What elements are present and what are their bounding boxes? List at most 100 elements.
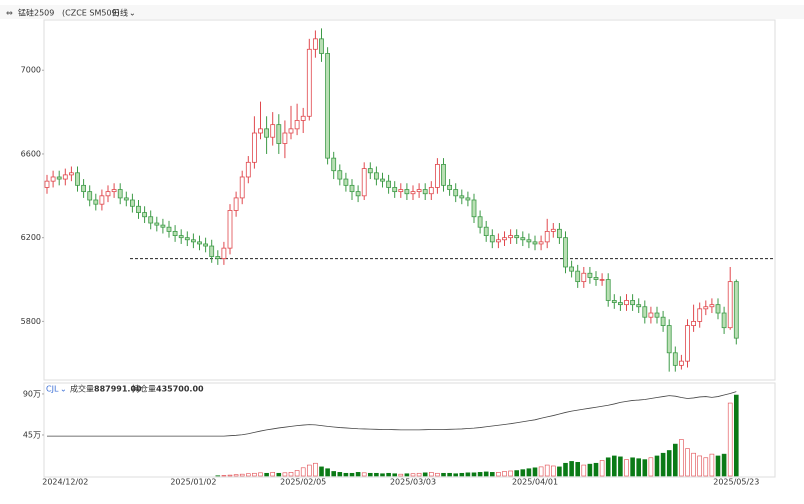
- candle-body: [648, 312, 654, 318]
- candle-body: [288, 128, 294, 134]
- volume-bar: [544, 464, 550, 477]
- x-tick-label: 2025/04/01: [512, 478, 558, 487]
- volume-bar: [227, 474, 233, 477]
- y-tick-label: 6600: [21, 149, 41, 158]
- volume-bar: [386, 472, 391, 477]
- candle-body: [123, 197, 129, 201]
- indicator-name[interactable]: CJL: [46, 385, 59, 394]
- header-icon: ⇔: [6, 9, 13, 18]
- candle-body: [587, 272, 593, 278]
- volume-bar: [520, 469, 526, 477]
- volume-bar: [404, 473, 410, 477]
- candle-body: [508, 235, 514, 239]
- candle-body: [624, 300, 629, 306]
- candle-body: [611, 300, 617, 303]
- candle-body: [239, 176, 245, 199]
- candle-body: [105, 191, 111, 197]
- candle-body: [605, 279, 611, 301]
- candle-body: [160, 224, 166, 228]
- volume-bar: [599, 460, 605, 477]
- volume-bar: [264, 472, 269, 477]
- candle-body: [93, 199, 99, 205]
- volume-bar: [648, 457, 654, 477]
- open-interest-line: [47, 391, 737, 437]
- candle-body: [715, 304, 721, 314]
- volume-bar: [630, 457, 635, 477]
- candle-body: [721, 312, 727, 329]
- candle-body: [660, 316, 666, 326]
- period-selector[interactable]: 日线: [112, 8, 128, 18]
- candle-body: [422, 189, 428, 195]
- indicator-chevron[interactable]: ⌄: [60, 385, 67, 394]
- volume-bar: [502, 471, 507, 477]
- candle-body: [666, 325, 672, 354]
- volume-bar: [355, 472, 361, 477]
- candle-body: [642, 306, 648, 318]
- x-tick-label: 2025/02/05: [280, 478, 326, 487]
- candle-body: [526, 239, 532, 243]
- volume-bar: [581, 464, 587, 477]
- candle-body: [312, 38, 318, 50]
- volume-bar: [605, 457, 611, 477]
- candle-body: [532, 241, 538, 245]
- candle-body: [398, 189, 404, 193]
- volume-bar: [508, 470, 513, 477]
- volume-bar: [233, 474, 239, 477]
- volume-bar: [361, 472, 367, 477]
- candle-body: [258, 128, 263, 134]
- candle-body: [679, 360, 684, 366]
- candle-body: [489, 235, 495, 243]
- candle-body: [495, 239, 501, 243]
- volume-bar: [477, 472, 483, 477]
- candle-body: [203, 243, 209, 247]
- candle-body: [459, 195, 465, 199]
- period-chevron[interactable]: ⌄: [129, 9, 136, 18]
- candle-body: [99, 195, 105, 205]
- candle-body: [441, 164, 446, 186]
- candle-body: [709, 304, 715, 308]
- candle-body: [618, 302, 623, 306]
- price-panel: [43, 19, 776, 381]
- candle-body: [636, 304, 642, 308]
- candle-body: [685, 325, 690, 362]
- volume-panel: [43, 382, 776, 478]
- volume-bar: [246, 473, 251, 477]
- volume-bar: [550, 465, 556, 477]
- candle-body: [630, 300, 635, 306]
- volume-bar: [447, 472, 452, 477]
- x-tick-label: 2025/05/23: [713, 478, 759, 487]
- y-tick-label: 5800: [21, 317, 41, 326]
- candle-body: [331, 157, 337, 172]
- chart-title: 锰硅2509: [18, 8, 54, 18]
- volume-bar: [697, 455, 703, 477]
- candle-body: [544, 230, 550, 243]
- header-bar: [0, 5, 804, 19]
- volume-bar: [416, 472, 422, 477]
- candle-body: [166, 226, 172, 232]
- volume-bar: [721, 453, 727, 477]
- volume-bar: [575, 462, 581, 477]
- candle-body: [190, 239, 196, 243]
- candle-body: [87, 191, 93, 201]
- volume-bar: [239, 473, 245, 477]
- candle-body: [264, 128, 270, 138]
- candle-body: [129, 199, 135, 207]
- volume-bar: [367, 472, 373, 477]
- candle-body: [325, 53, 331, 159]
- volume-bar: [563, 462, 568, 477]
- volume-bar: [428, 472, 434, 477]
- candle-body: [75, 172, 80, 186]
- volume-bar: [727, 402, 733, 477]
- candle-body: [197, 241, 202, 245]
- volume-bar: [587, 463, 593, 477]
- candle-body: [136, 205, 141, 213]
- candle-body: [300, 115, 306, 121]
- volume-bar: [410, 473, 416, 477]
- candle-body: [392, 187, 398, 193]
- candle-body: [599, 279, 605, 281]
- volume-bar: [569, 461, 574, 477]
- candle-body: [477, 216, 483, 228]
- volume-bar: [654, 455, 660, 477]
- candle-body: [56, 176, 62, 180]
- candle-body: [373, 172, 379, 180]
